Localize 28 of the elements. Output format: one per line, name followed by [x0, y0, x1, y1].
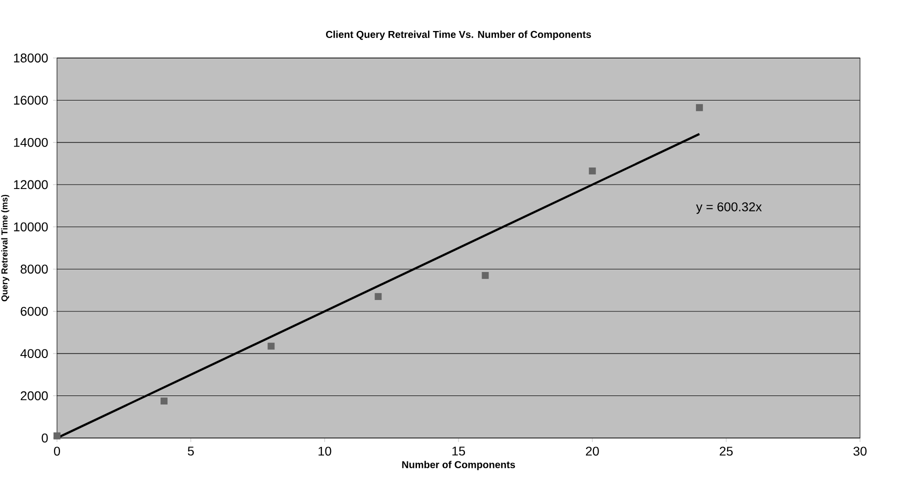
y-tick-label: 8000: [20, 264, 48, 274]
x-tick-label: 0: [54, 446, 60, 456]
point: [482, 272, 489, 279]
annotation: y = 600.32x: [696, 202, 762, 214]
chart-title: Client Query Retreival Time Vs. Number of Components: [326, 30, 591, 40]
x-tick-label: 10: [318, 446, 332, 456]
y-tick-label: 0: [42, 434, 48, 442]
y-tick-label: 18000: [14, 54, 48, 62]
x-tick-label: 20: [586, 446, 599, 456]
point: [374, 293, 382, 300]
y-tick-label: 10000: [14, 222, 48, 232]
x-tick-label: 25: [720, 446, 733, 456]
point: [160, 398, 168, 405]
x-tick-label: 5: [188, 446, 194, 456]
x-axis-title: Number of Components: [402, 460, 516, 470]
y-tick-label: 2000: [20, 391, 48, 400]
point: [268, 342, 275, 350]
y-tick-label: 6000: [20, 306, 48, 316]
y-tick-label: 4000: [20, 349, 48, 358]
y-tick-label: 16000: [14, 96, 48, 105]
x-tick-label: 15: [452, 446, 466, 456]
y-axis-title: Query Retreival Time (ms): [1, 194, 10, 302]
x-tick-label: 30: [853, 446, 867, 456]
y-tick-label: 14000: [14, 138, 48, 147]
point: [588, 167, 596, 174]
point: [54, 432, 60, 440]
point: [696, 104, 703, 112]
y-tick-label: 12000: [14, 180, 48, 190]
